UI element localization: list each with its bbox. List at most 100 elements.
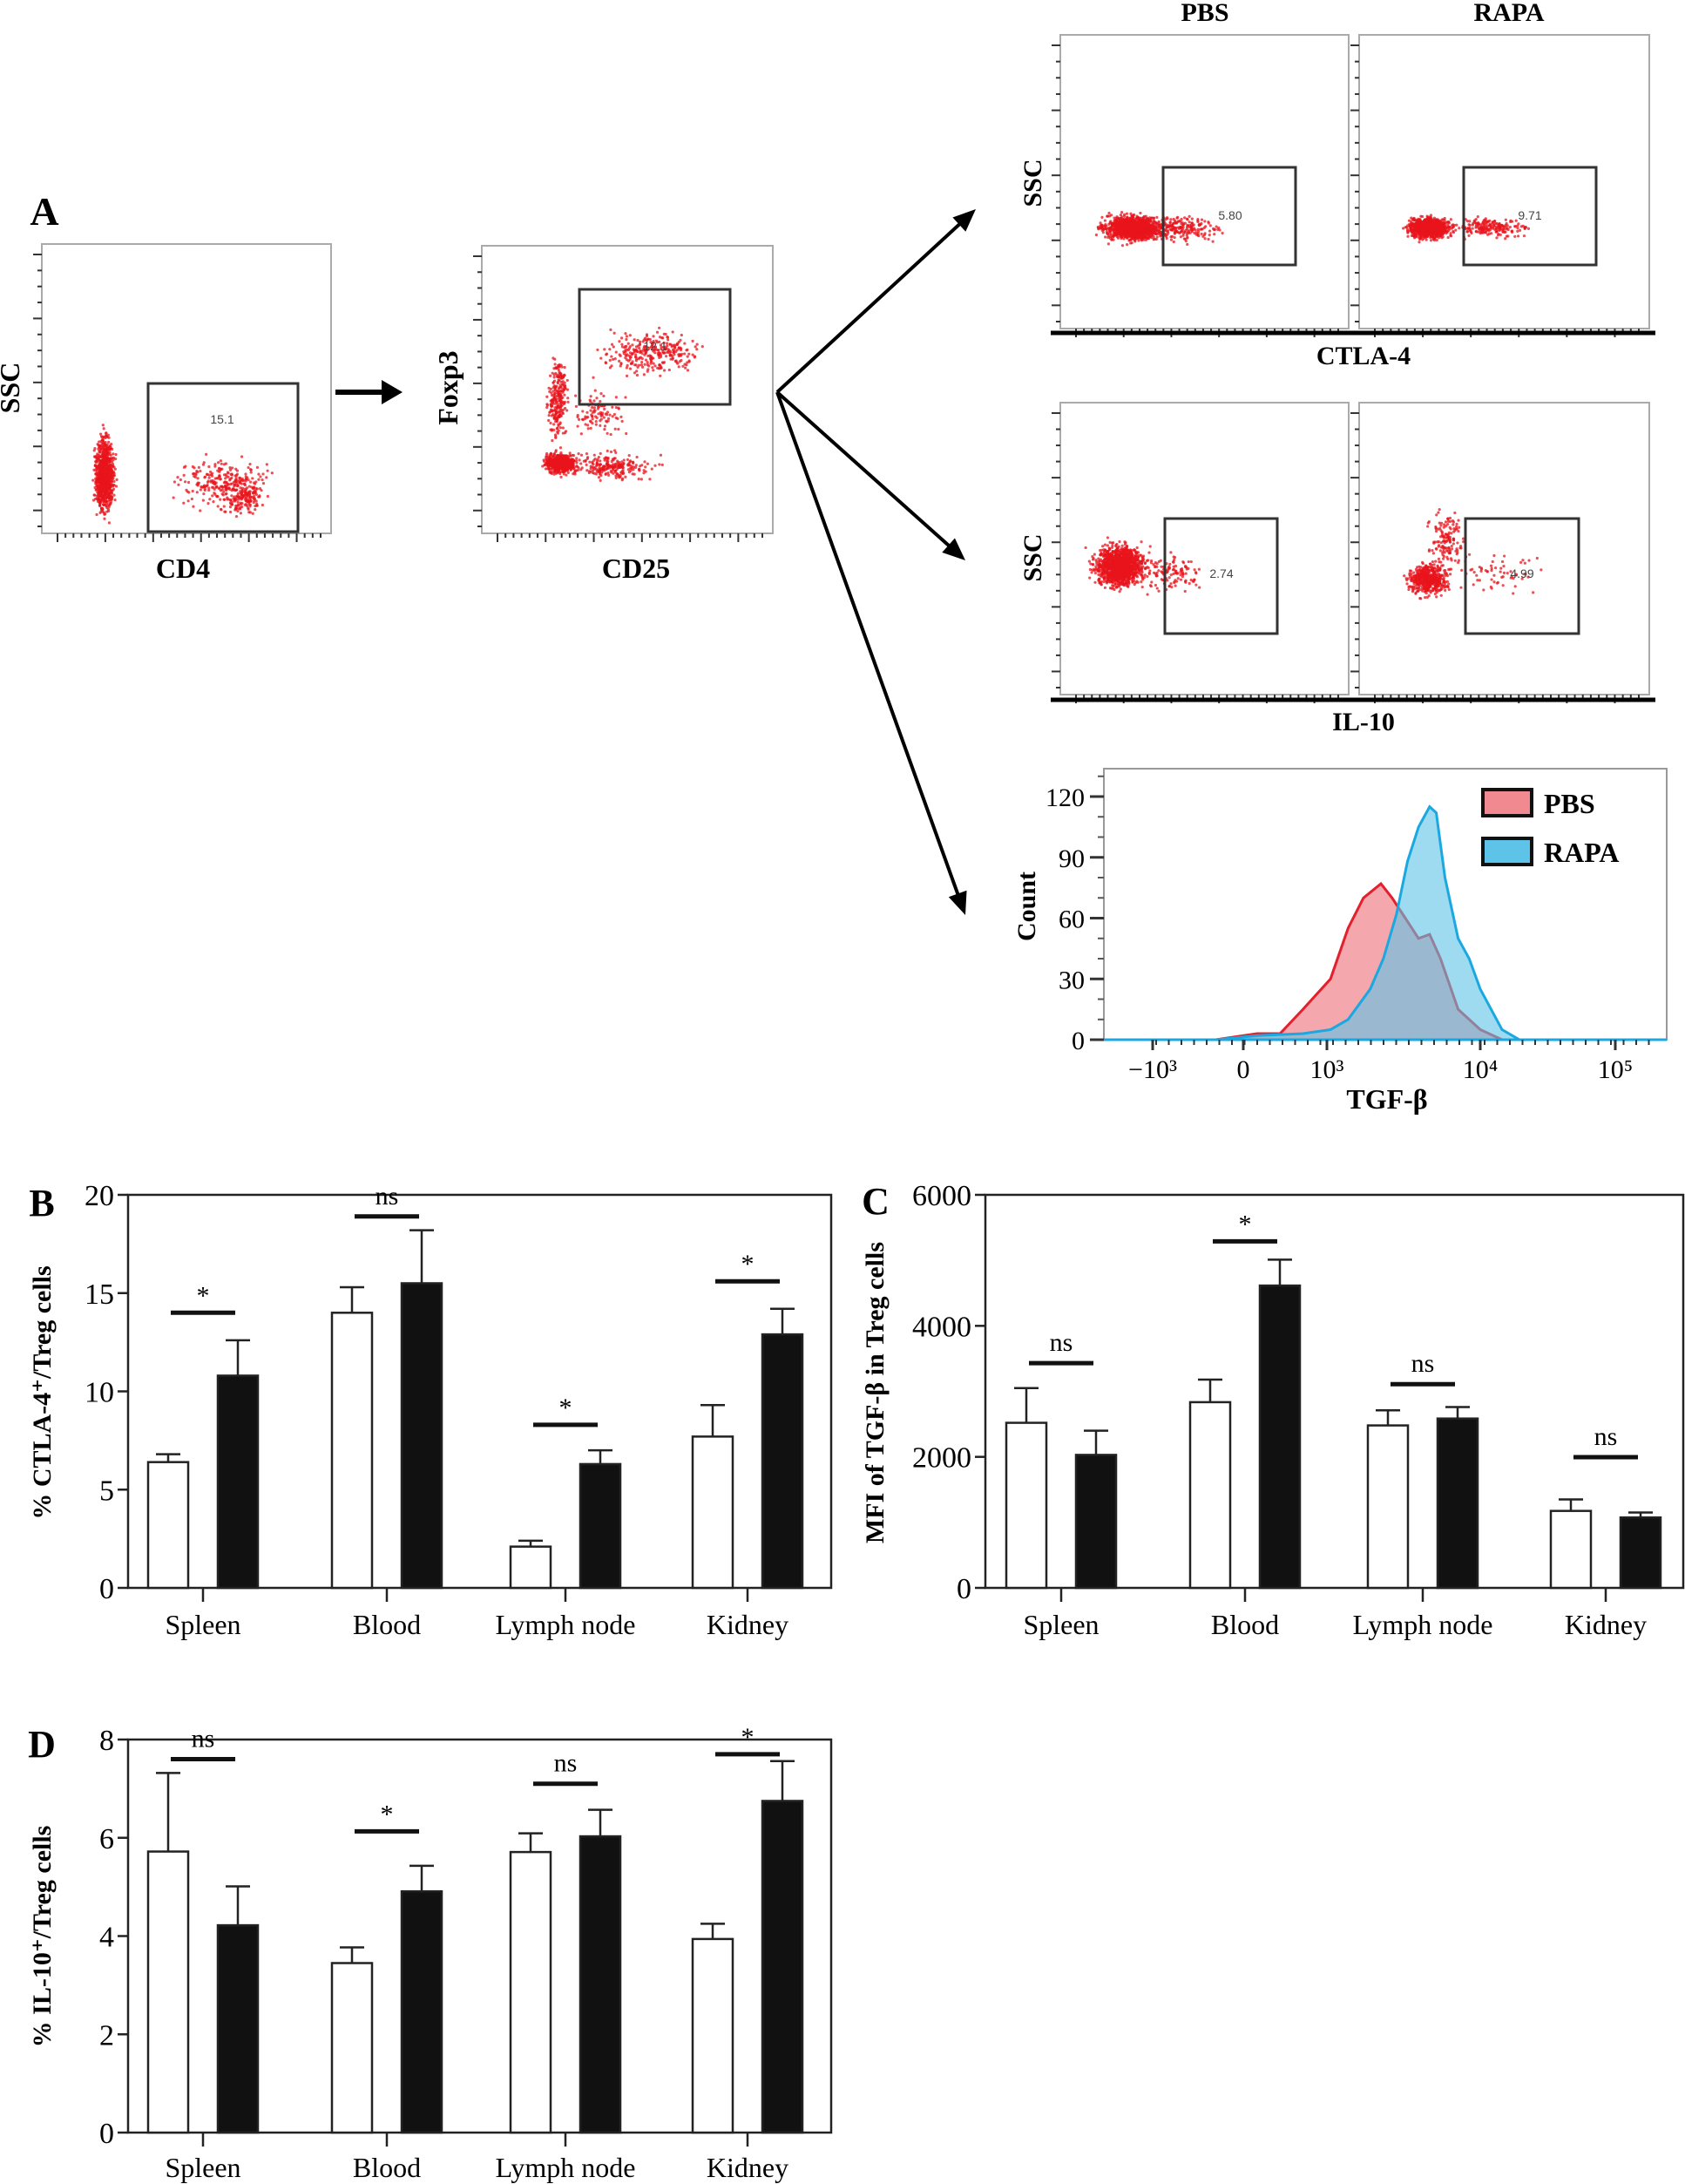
- event-dot: [625, 358, 629, 362]
- event-dot: [97, 471, 100, 475]
- event-dot: [98, 451, 102, 454]
- event-dot: [1105, 227, 1108, 231]
- event-dot: [631, 343, 634, 347]
- event-dot: [255, 502, 259, 505]
- event-dot: [680, 333, 683, 337]
- event-dot: [233, 485, 236, 488]
- event-dot: [1173, 235, 1176, 240]
- event-dot: [107, 465, 111, 469]
- event-dot: [552, 376, 556, 379]
- event-dot: [1181, 234, 1185, 237]
- event-dot: [568, 451, 572, 455]
- event-dot: [232, 488, 235, 492]
- event-dot: [649, 359, 653, 363]
- event-dot: [577, 465, 580, 470]
- event-dot: [99, 475, 103, 478]
- event-dot: [236, 500, 240, 504]
- event-dot: [548, 390, 552, 394]
- event-dot: [1157, 230, 1161, 234]
- event-dot: [105, 478, 109, 482]
- event-dot: [105, 505, 108, 508]
- event-dot: [628, 351, 633, 355]
- event-dot: [101, 442, 105, 445]
- event-dot: [1221, 231, 1224, 235]
- event-dot: [236, 503, 240, 506]
- event-dot: [638, 346, 641, 350]
- event-dot: [573, 472, 577, 476]
- cd25-foxp3-plot: 12.1: [473, 245, 774, 542]
- event-dot: [585, 457, 589, 460]
- event-dot: [101, 424, 105, 427]
- event-dot: [246, 499, 250, 503]
- event-dot: [557, 378, 560, 382]
- event-dot: [546, 465, 550, 468]
- event-dot: [197, 465, 200, 469]
- event-dot: [661, 361, 665, 364]
- event-dot: [603, 428, 606, 431]
- event-dot: [685, 349, 688, 352]
- event-dot: [179, 478, 182, 482]
- event-dot: [640, 361, 644, 364]
- event-dot: [109, 469, 112, 472]
- event-dot: [99, 499, 103, 503]
- event-dot: [105, 500, 108, 504]
- event-dot: [550, 428, 554, 431]
- event-dot: [606, 473, 611, 477]
- event-dot: [91, 478, 95, 482]
- event-dot: [555, 394, 558, 398]
- event-dot: [184, 465, 187, 468]
- event-dot: [638, 340, 642, 343]
- event-dot: [567, 460, 571, 464]
- event-dot: [614, 396, 618, 399]
- event-dot: [107, 440, 111, 444]
- event-dot: [632, 468, 635, 471]
- event-dot: [213, 477, 217, 480]
- event-dot: [229, 499, 233, 502]
- event-dot: [245, 504, 249, 508]
- event-dot: [552, 465, 555, 468]
- event-dot: [558, 406, 561, 410]
- event-dot: [257, 495, 261, 499]
- event-dot: [1200, 221, 1203, 226]
- event-dot: [609, 450, 613, 454]
- event-dot: [1122, 214, 1127, 218]
- event-dot: [585, 452, 589, 456]
- event-dot: [669, 353, 673, 356]
- event-dot: [612, 331, 616, 335]
- event-dot: [677, 354, 681, 358]
- event-dot: [107, 458, 112, 462]
- event-dot: [1127, 234, 1130, 238]
- event-dot: [202, 492, 206, 496]
- event-dot: [1118, 223, 1121, 227]
- event-dot: [604, 471, 608, 476]
- event-dot: [95, 459, 98, 463]
- event-dot: [558, 454, 562, 458]
- event-dot: [221, 493, 225, 497]
- event-dot: [213, 465, 217, 468]
- event-dot: [219, 478, 222, 481]
- event-dot: [102, 464, 105, 467]
- event-dot: [646, 354, 650, 357]
- event-dot: [1117, 216, 1120, 220]
- event-dot: [694, 345, 697, 349]
- event-dot: [112, 479, 116, 484]
- event-dot: [621, 469, 625, 472]
- event-dot: [640, 464, 644, 467]
- event-dot: [101, 438, 105, 442]
- event-dot: [1114, 234, 1118, 237]
- event-dot: [625, 335, 628, 338]
- gate-percentage: 15.1: [210, 412, 233, 426]
- event-dot: [207, 465, 211, 469]
- event-dot: [1120, 211, 1124, 214]
- event-dot: [613, 465, 617, 469]
- event-dot: [619, 336, 624, 340]
- event-dot: [265, 463, 268, 466]
- event-dot: [599, 419, 602, 423]
- event-dot: [112, 493, 116, 497]
- event-dot: [239, 486, 242, 490]
- event-dot: [187, 491, 191, 494]
- event-dot: [677, 365, 680, 369]
- event-dot: [1100, 215, 1104, 219]
- event-dot: [575, 457, 579, 460]
- event-dot: [589, 400, 592, 404]
